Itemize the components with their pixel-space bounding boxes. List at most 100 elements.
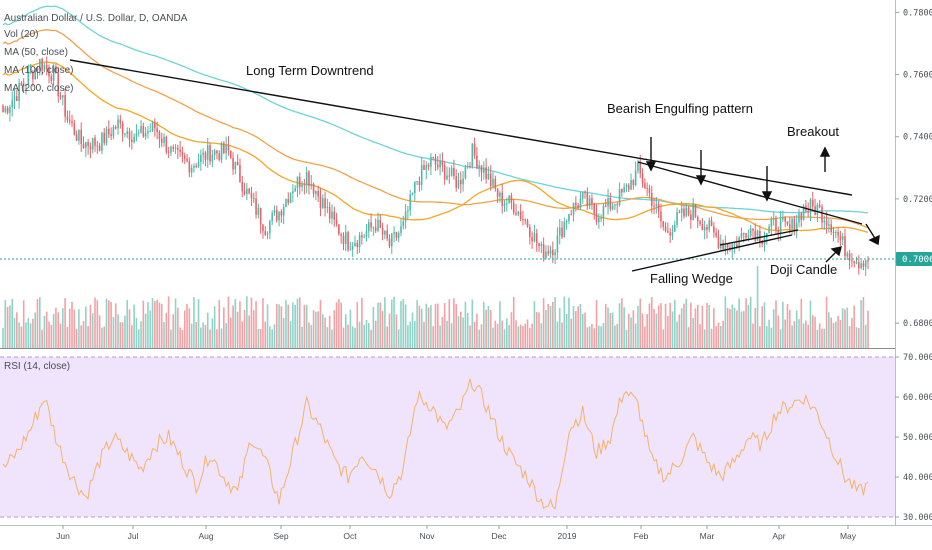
volume-bar xyxy=(427,307,430,348)
candle-body xyxy=(515,212,517,215)
candle-body xyxy=(119,119,122,123)
wedge-lower-line[interactable] xyxy=(719,229,799,246)
candle-body xyxy=(706,226,708,230)
volume-bar xyxy=(687,327,690,348)
volume-bar xyxy=(604,303,607,348)
candle-body xyxy=(664,226,667,231)
candle-body xyxy=(27,72,30,85)
volume-bar xyxy=(310,325,313,348)
volume-bar xyxy=(754,307,757,348)
volume-bar xyxy=(379,302,382,348)
candle-body xyxy=(855,262,858,264)
candle-body xyxy=(575,202,577,206)
volume-bar xyxy=(719,325,722,348)
candle-body xyxy=(745,233,747,238)
time-axis[interactable]: Jun Jul Aug Sep Oct Nov Dec 2019 Feb Mar Apr May xyxy=(56,525,857,541)
candle-body xyxy=(66,116,69,120)
volume-bar xyxy=(825,296,828,348)
candle-body xyxy=(517,211,520,215)
volume-bar xyxy=(469,325,471,348)
candle-body xyxy=(738,237,740,248)
volume-bar xyxy=(213,306,216,348)
falling-wedge-pointer-line[interactable] xyxy=(631,234,793,272)
volume-bar xyxy=(618,303,621,348)
volume-bar xyxy=(363,324,365,348)
candle-body xyxy=(526,220,529,227)
candle-body xyxy=(144,133,147,137)
candle-body xyxy=(85,142,87,148)
legend-ma100[interactable]: MA (100, close) xyxy=(4,65,73,76)
volume-bar xyxy=(416,300,418,348)
candle-body xyxy=(825,220,828,226)
candle-body xyxy=(98,145,101,151)
volume-bar xyxy=(278,304,280,348)
legend-ma50[interactable]: MA (50, close) xyxy=(4,47,68,58)
volume-bar xyxy=(487,305,490,348)
volume-bar xyxy=(676,321,678,348)
long-term-trendline[interactable] xyxy=(69,59,853,196)
candle-body xyxy=(441,160,444,166)
volume-bar xyxy=(393,296,395,348)
volume-bar xyxy=(703,329,706,348)
price-axis[interactable]: 0.780000.760000.740000.720000.700000.680… xyxy=(895,8,932,329)
candle-body xyxy=(20,83,23,86)
volume-bar xyxy=(485,309,487,348)
rsi-axis[interactable]: 70.0000 60.0000 50.0000 40.0000 30.0000 xyxy=(895,353,932,523)
candle-body xyxy=(830,224,832,232)
price-tick-label: 0.68000 xyxy=(903,319,932,329)
candle-body xyxy=(411,193,414,195)
candle-body xyxy=(39,58,41,71)
legend-ma200[interactable]: MA (200, close) xyxy=(4,83,73,94)
candle-body xyxy=(275,210,278,221)
candle-body xyxy=(602,205,605,219)
volume-bar xyxy=(80,325,83,348)
volume-bar xyxy=(303,304,306,348)
volume-bar xyxy=(547,303,550,348)
candle-body xyxy=(540,244,543,247)
candle-body xyxy=(719,243,722,249)
volume-bar xyxy=(66,326,69,348)
candle-body xyxy=(163,136,165,143)
candle-body xyxy=(188,161,191,173)
volume-bar xyxy=(436,303,439,348)
volume-bar xyxy=(784,319,786,348)
candle-body xyxy=(303,184,306,186)
time-tick-label: Dec xyxy=(491,531,507,541)
volume-bar xyxy=(57,312,60,348)
volume-bar xyxy=(496,323,499,348)
candle-body xyxy=(519,211,522,220)
legend-rsi[interactable]: RSI (14, close) xyxy=(4,361,70,372)
legend[interactable]: Australian Dollar / U.S. Dollar, D, OAND… xyxy=(4,13,188,372)
volume-bar xyxy=(699,324,701,348)
candle-body xyxy=(662,221,665,227)
volume-bar xyxy=(91,313,94,348)
volume-bar xyxy=(506,318,508,348)
volume-bar xyxy=(236,311,239,348)
rsi-levels xyxy=(0,356,895,518)
candle-body xyxy=(89,146,92,150)
candle-body xyxy=(80,129,83,144)
candle-body xyxy=(577,205,579,209)
volume-bar xyxy=(646,314,648,348)
volume-bar xyxy=(791,325,793,348)
candle-body xyxy=(289,193,292,203)
volume-bar xyxy=(110,302,112,348)
volume-bar xyxy=(188,308,191,348)
volume-bar xyxy=(34,312,37,348)
trendlines[interactable] xyxy=(69,59,863,272)
legend-vol[interactable]: Vol (20) xyxy=(4,29,38,40)
volume-bar xyxy=(289,321,292,348)
volume-bar xyxy=(211,318,214,348)
volume-bar xyxy=(448,299,451,348)
candle-body xyxy=(310,184,313,186)
candle-body xyxy=(223,143,225,154)
volume-bar xyxy=(662,329,665,348)
volume-bar xyxy=(114,303,117,348)
wedge-upper-line[interactable] xyxy=(637,161,863,225)
volume-bar xyxy=(68,308,71,348)
candle-body xyxy=(443,165,446,180)
candle-body xyxy=(832,231,835,233)
candle-body xyxy=(823,220,826,223)
